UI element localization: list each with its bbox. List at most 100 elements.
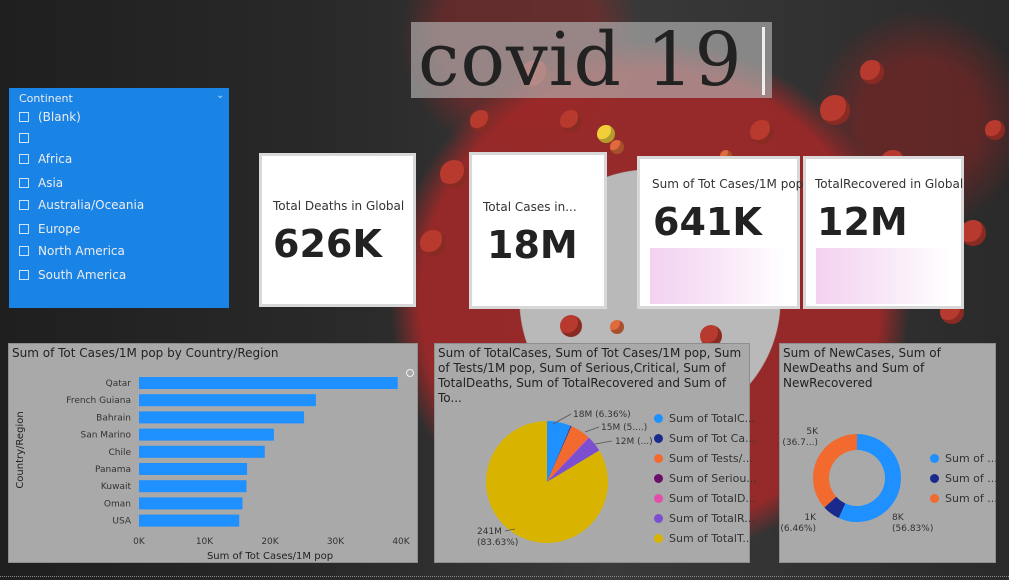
- slicer-item[interactable]: Africa: [19, 150, 72, 168]
- checkbox[interactable]: [19, 154, 29, 164]
- bar-category-label: USA: [112, 517, 131, 527]
- bar-category-label: San Marino: [81, 431, 132, 441]
- pie-slice: [547, 426, 589, 482]
- donut-chart-panel[interactable]: Sum of NewCases, Sum of NewDeaths and Su…: [779, 343, 998, 563]
- slicer-item[interactable]: Europe: [19, 220, 80, 238]
- card-label: Total Cases in...: [483, 200, 577, 214]
- chart-title: Sum of TotalCases, Sum of Tot Cases/1M p…: [438, 346, 742, 405]
- legend-label: Sum of Tests/...: [669, 452, 753, 465]
- title-textbox[interactable]: [411, 22, 772, 98]
- page-divider: [0, 576, 1009, 580]
- checkbox[interactable]: [19, 224, 29, 234]
- legend-marker: [654, 474, 663, 483]
- legend-marker: [654, 434, 663, 443]
- x-tick-label: 40K: [392, 537, 410, 547]
- card-total-cases[interactable]: Total Cases in... 18M: [469, 152, 607, 309]
- donut-slice: [813, 434, 857, 508]
- bar-chart: Qatar French Guiana Bahrain San Marino Chile…: [15, 377, 411, 562]
- pie-chart: 18M (6.36%) 15M (5....) 12M (...) 241M(83.6…: [477, 410, 653, 548]
- legend-item[interactable]: Sum of Tests/...: [654, 452, 753, 465]
- legend-label: Sum of TotalD...: [669, 492, 756, 505]
- bar-category-label: Bahrain: [96, 413, 131, 423]
- pie-slice: [547, 437, 600, 482]
- donut-slice: [838, 434, 901, 522]
- legend-item[interactable]: Sum of ...: [930, 472, 998, 485]
- bar: [139, 445, 265, 458]
- data-label: 8K: [892, 513, 905, 523]
- bar: [139, 514, 240, 527]
- bar: [139, 377, 398, 389]
- chart-title: Sum of NewCases, Sum of NewDeaths and Su…: [783, 346, 941, 390]
- card-cases-per-million[interactable]: Sum of Tot Cases/1M pop 641K: [637, 156, 804, 309]
- slicer-item[interactable]: North America: [19, 242, 125, 260]
- bar-category-label: Panama: [95, 465, 131, 475]
- leader-line: [584, 426, 600, 433]
- card-sparkline: [816, 248, 951, 304]
- data-label: 241M: [477, 527, 502, 537]
- pie-slice: [547, 425, 572, 482]
- legend-item[interactable]: Sum of Tot Ca...: [654, 432, 756, 445]
- legend-marker: [654, 514, 663, 523]
- legend-label: Sum of TotalT...: [669, 532, 753, 545]
- data-label: (36.7...): [782, 438, 818, 448]
- pie-slice: [547, 437, 589, 482]
- legend-item[interactable]: Sum of ...: [930, 452, 998, 465]
- slicer-header: Continent: [19, 92, 73, 105]
- data-label: 15M (5....): [601, 423, 647, 433]
- data-label: 18M (6.36%): [573, 410, 631, 420]
- bar-chart-panel[interactable]: Sum of Tot Cases/1M pop by Country/Regio…: [8, 343, 418, 563]
- legend-item[interactable]: Sum of TotalC...: [654, 412, 755, 425]
- slicer-item[interactable]: Asia: [19, 174, 63, 192]
- legend-label: Sum of Seriou...: [669, 472, 757, 485]
- card-value: 12M: [817, 200, 908, 244]
- card-value: 18M: [487, 223, 578, 267]
- pie-slice: [547, 421, 571, 482]
- legend-item[interactable]: Sum of TotalT...: [654, 532, 753, 545]
- card-total-deaths[interactable]: Total Deaths in Global 626K: [259, 153, 416, 307]
- slicer-item[interactable]: Australia/Oceania: [19, 196, 144, 214]
- legend-label: Sum of ...: [945, 452, 998, 465]
- legend-marker: [654, 534, 663, 543]
- bar: [139, 463, 248, 475]
- bar: [139, 497, 243, 510]
- slicer-item[interactable]: [19, 129, 38, 147]
- checkbox[interactable]: [19, 270, 29, 280]
- legend-item[interactable]: Sum of ...: [930, 492, 998, 505]
- card-value: 626K: [273, 222, 382, 266]
- legend-item[interactable]: Sum of Seriou...: [654, 472, 757, 485]
- continent-slicer[interactable]: Continent ⌄ (Blank) Africa Asia Australi…: [9, 88, 229, 308]
- checkbox[interactable]: [19, 112, 29, 122]
- x-axis-label: Sum of Tot Cases/1M pop: [207, 551, 333, 562]
- legend-marker: [654, 454, 663, 463]
- x-tick-label: 20K: [261, 537, 279, 547]
- bar: [139, 480, 247, 493]
- legend-item[interactable]: Sum of TotalR...: [654, 512, 755, 525]
- bar: [139, 411, 305, 424]
- legend-marker: [654, 494, 663, 503]
- slicer-item[interactable]: (Blank): [19, 108, 81, 126]
- legend-marker: [930, 474, 939, 483]
- pie-chart-panel[interactable]: Sum of TotalCases, Sum of Tot Cases/1M p…: [434, 343, 757, 563]
- checkbox[interactable]: [19, 200, 29, 210]
- checkbox[interactable]: [19, 133, 29, 143]
- y-axis-label: Country/Region: [15, 411, 26, 488]
- legend-marker: [930, 494, 939, 503]
- chevron-down-icon[interactable]: ⌄: [216, 90, 225, 101]
- legend-label: Sum of Tot Ca...: [669, 432, 756, 445]
- card-label: Total Deaths in Global: [273, 199, 405, 213]
- bar-category-label: French Guiana: [66, 396, 131, 406]
- checkbox[interactable]: [19, 178, 29, 188]
- checkbox[interactable]: [19, 246, 29, 256]
- bar-category-label: Oman: [104, 499, 131, 509]
- card-total-recovered[interactable]: TotalRecovered in Global 12M: [803, 156, 964, 309]
- dashboard-title: covid 19: [418, 17, 743, 103]
- card-label: Sum of Tot Cases/1M pop: [652, 177, 804, 191]
- slicer-item[interactable]: South America: [19, 266, 126, 284]
- x-tick-label: 10K: [196, 537, 214, 547]
- data-label: 12M (...): [615, 437, 653, 447]
- scrollbar-handle[interactable]: [406, 369, 414, 377]
- legend-item[interactable]: Sum of TotalD...: [654, 492, 756, 505]
- chart-title: Sum of Tot Cases/1M pop by Country/Regio…: [12, 346, 279, 360]
- x-tick-label: 30K: [327, 537, 345, 547]
- card-value: 641K: [653, 200, 762, 244]
